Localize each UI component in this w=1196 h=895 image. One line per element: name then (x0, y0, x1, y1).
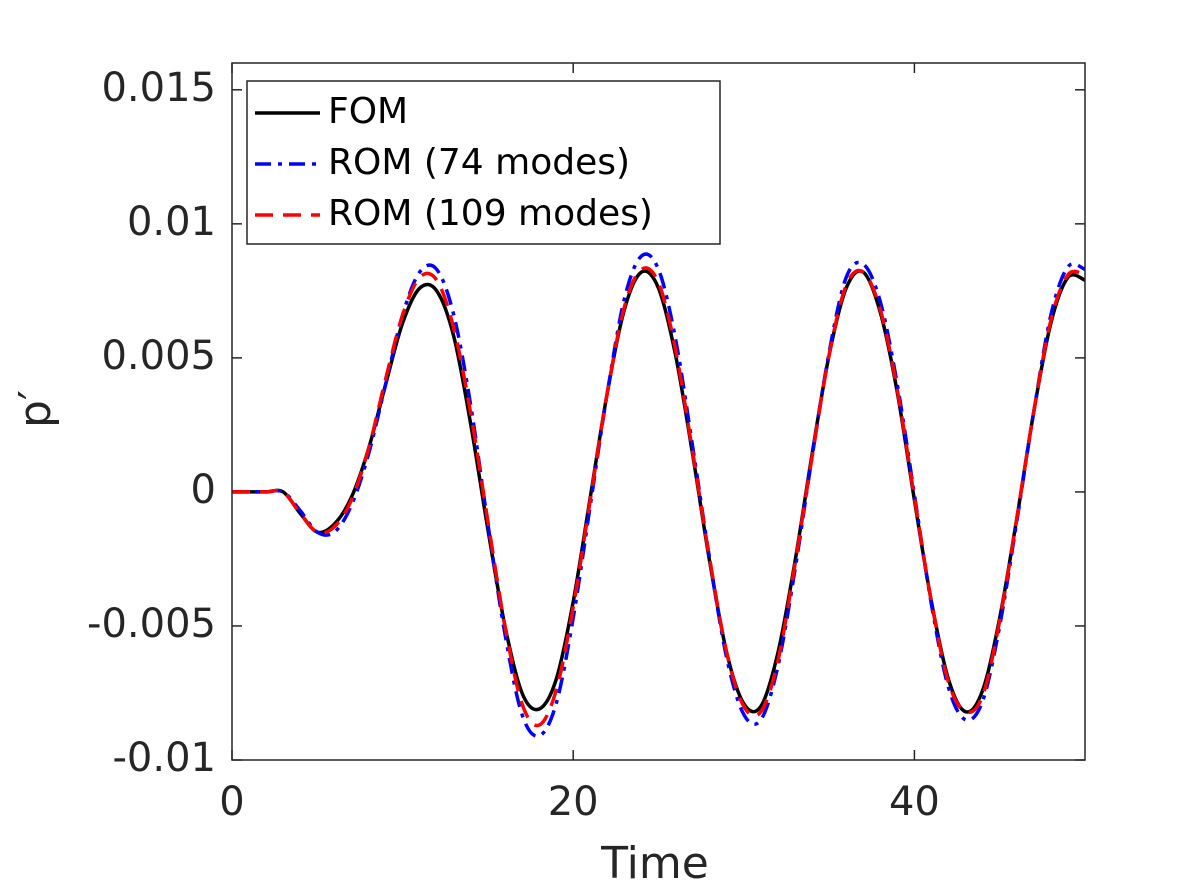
y-tick-label: 0 (191, 467, 216, 513)
x-axis-label: Time (600, 838, 709, 889)
series-line (232, 269, 1085, 714)
x-tick-label: 0 (219, 779, 244, 825)
y-tick-label: -0.005 (87, 601, 216, 647)
axes-box (231, 62, 1086, 761)
y-tick-label: 0.01 (127, 199, 216, 245)
legend-label: FOM (328, 91, 408, 132)
series-line (232, 252, 1085, 738)
x-tick-label: 40 (889, 779, 940, 825)
legend-label: ROM (74 modes) (328, 142, 630, 183)
legend-label: ROM (109 modes) (328, 193, 653, 234)
legend-box (246, 80, 721, 245)
y-tick-label: -0.01 (113, 735, 217, 781)
series-line (232, 266, 1085, 728)
y-tick-label: 0.015 (101, 65, 216, 111)
y-tick-label: 0.005 (101, 333, 216, 379)
x-tick-label: 20 (548, 779, 599, 825)
y-axis-label: p′ (10, 390, 61, 428)
